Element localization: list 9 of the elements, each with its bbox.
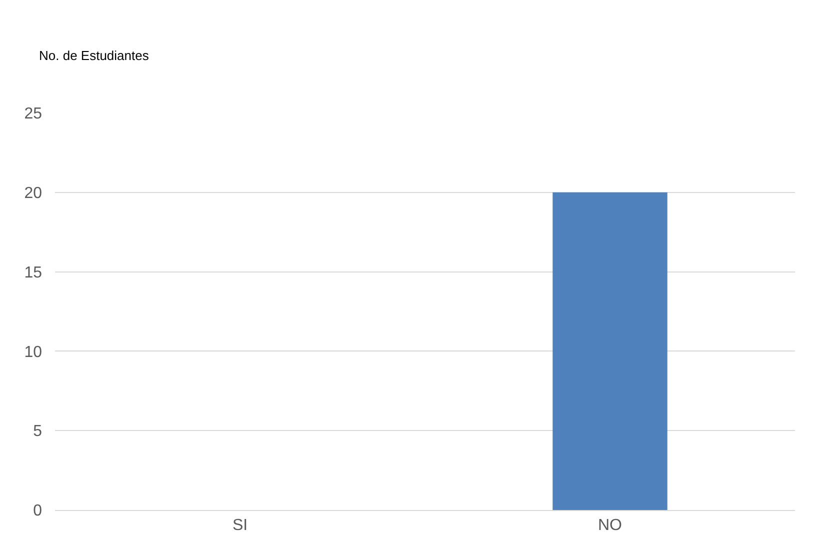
y-tick-label: 0 xyxy=(33,502,42,520)
x-tick-label: SI xyxy=(232,517,248,534)
y-tick-label: 10 xyxy=(24,344,42,361)
y-tick-label: 25 xyxy=(24,106,42,123)
x-tick-label: NO xyxy=(598,517,622,534)
y-tick-label: 5 xyxy=(33,423,42,440)
y-axis-title: No. de Estudiantes xyxy=(39,48,150,63)
y-tick-label: 15 xyxy=(24,264,42,282)
y-tick-label: 20 xyxy=(24,185,42,202)
